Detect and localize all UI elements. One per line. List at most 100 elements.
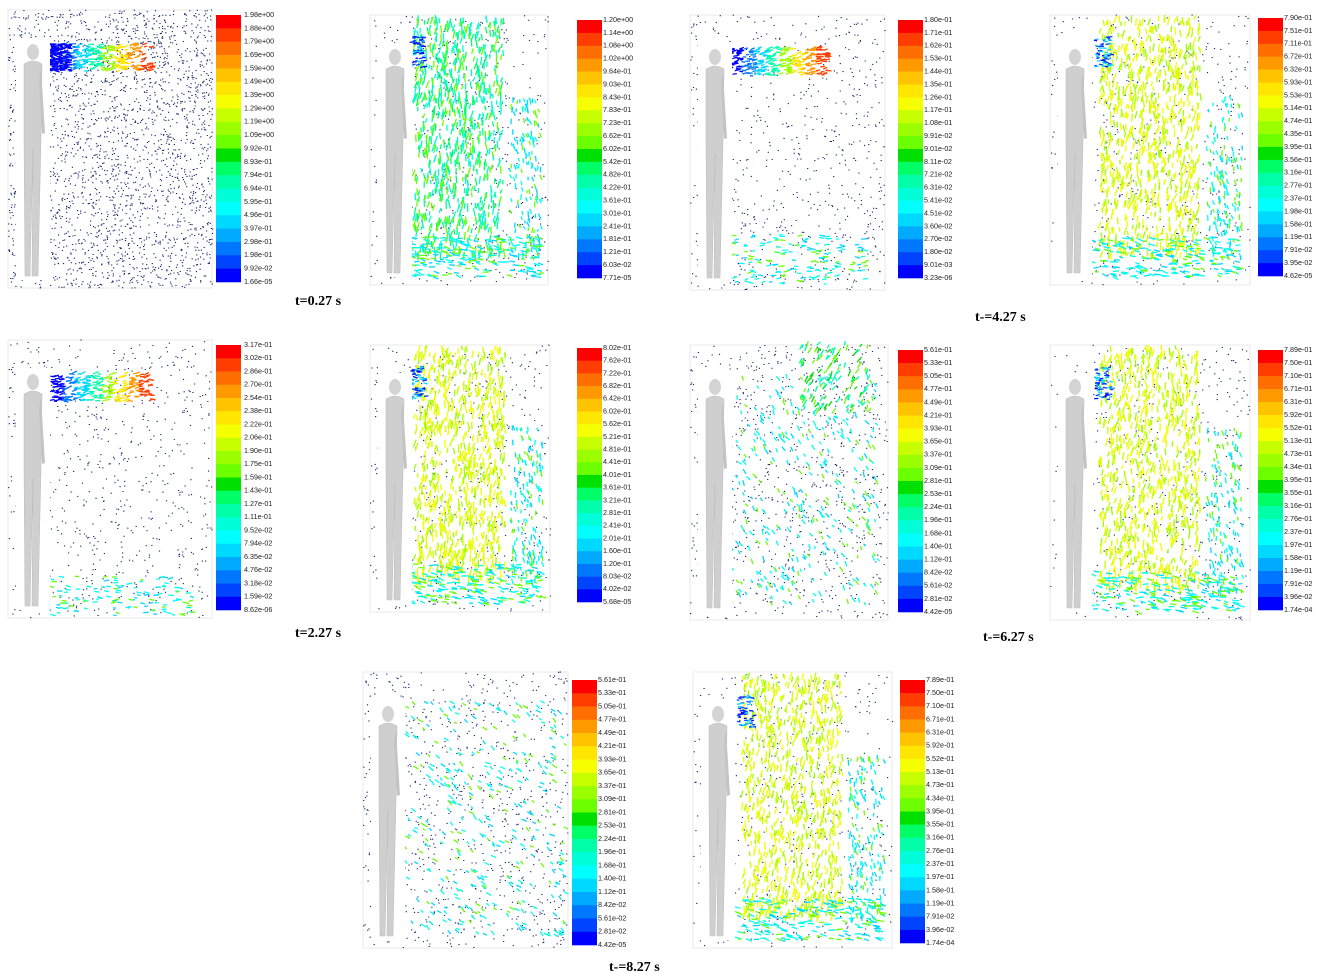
human-arm: [721, 73, 727, 139]
colorbar-label: 5.93e-01: [1284, 77, 1312, 86]
colorbar-label: 1.09e+00: [244, 130, 274, 139]
colorbar-label: 3.97e-01: [244, 224, 272, 233]
colorbar-segment: [577, 513, 602, 527]
colorbar-label: 1.12e-01: [598, 887, 626, 896]
colorbar-label: 9.91e-02: [924, 131, 952, 140]
colorbar-label: 1.02e+00: [603, 54, 633, 63]
colorbar-label: 1.14e+00: [603, 28, 633, 37]
flow-vectors: [730, 375, 879, 606]
colorbar-label: 1.35e-01: [924, 79, 952, 88]
flow-vectors: [798, 340, 871, 414]
colorbar-segment: [898, 559, 923, 573]
human-body: [385, 395, 405, 601]
flow-vectors: [790, 48, 808, 76]
human-head: [27, 44, 39, 60]
flow-vectors: [508, 97, 542, 259]
colorbar-label: 4.82e-01: [603, 170, 631, 179]
flow-vectors: [112, 371, 131, 403]
colorbar-label: 3.09e-01: [924, 463, 952, 472]
colorbar-label: 6.94e-01: [244, 183, 272, 192]
human-head: [389, 379, 401, 395]
colorbar-segment: [216, 437, 241, 452]
flow-vectors: [48, 42, 73, 73]
flow-vectors: [1097, 571, 1245, 615]
colorbar-label: 1.20e-01: [603, 559, 631, 568]
colorbar-label: 6.62e-01: [603, 131, 631, 140]
colorbar-segment: [577, 462, 602, 476]
colorbar-label: 1.88e+00: [244, 23, 274, 32]
flow-vectors: [732, 236, 866, 285]
colorbar-label: 3.61e-01: [603, 196, 631, 205]
colorbar-label: 7.50e-01: [926, 688, 954, 697]
colorbar-label: 6.32e-01: [1284, 65, 1312, 74]
colorbar-segment: [898, 454, 923, 469]
flow-panel: 7.90e-01 7.51e-01 7.11e-01 6.72e-01 6.32e-01…: [1049, 13, 1312, 286]
flow-vectors: [409, 563, 547, 606]
colorbar-label: 3.37e-01: [598, 781, 626, 790]
flow-vectors: [125, 371, 144, 402]
colorbar-label: 2.81e-01: [598, 807, 626, 816]
colorbar-segment: [577, 360, 602, 374]
colorbar-label: 1.27e-01: [244, 499, 272, 508]
flow-vectors: [739, 233, 869, 285]
colorbar-label: 3.09e-01: [598, 794, 626, 803]
colorbar-segment: [577, 348, 602, 361]
colorbar-segment: [898, 546, 923, 560]
colorbar-label: 2.22e-01: [244, 419, 272, 428]
colorbar-label: 3.96e-02: [1284, 592, 1312, 601]
colorbar-label: 1.97e-01: [926, 872, 954, 881]
human-arm: [394, 730, 400, 796]
flow-vectors: [1091, 235, 1242, 279]
colorbar-segment: [1258, 237, 1283, 251]
colorbar-segment: [898, 84, 923, 98]
colorbar-label: 8.62e-06: [244, 605, 272, 614]
colorbar-label: 6.03e-02: [603, 260, 631, 269]
colorbar-segment: [900, 837, 925, 852]
colorbar-label: 5.52e-01: [1284, 423, 1312, 432]
colorbar-segment: [1258, 545, 1283, 559]
colorbar-label: 5.92e-01: [926, 741, 954, 750]
colorbar-segment: [1258, 493, 1283, 507]
colorbar-label: 7.10e-01: [1284, 371, 1312, 380]
flow-vectors: [765, 45, 783, 76]
colorbar-label: 1.19e-01: [1284, 566, 1312, 575]
colorbar-label: 7.89e-01: [1284, 345, 1312, 354]
colorbar-label: 1.98e-01: [1284, 206, 1312, 215]
colorbar-segment: [1258, 185, 1283, 199]
colorbar-segment: [1258, 30, 1283, 45]
colorbar-segment: [572, 865, 597, 880]
colorbar-segment: [216, 477, 241, 492]
colorbar-segment: [577, 386, 602, 400]
colorbar-label: 7.51e-01: [1284, 26, 1312, 35]
colorbar-segment: [216, 28, 241, 42]
colorbar-label: 1.58e-01: [926, 885, 954, 894]
colorbar-label: 7.83e-01: [603, 105, 631, 114]
flow-vectors: [509, 425, 544, 586]
colorbar-label: 2.54e-01: [244, 393, 272, 402]
colorbar-segment: [216, 95, 241, 109]
flow-vectors: [1090, 571, 1237, 613]
human-body: [23, 60, 43, 277]
colorbar-label: 1.80e-01: [924, 15, 952, 24]
colorbar-label: 3.93e-01: [924, 424, 952, 433]
flow-vectors: [1094, 366, 1114, 399]
flow-vectors: [412, 345, 506, 587]
flow-vectors: [847, 754, 886, 923]
human-body: [705, 395, 725, 609]
colorbar-segment: [577, 373, 602, 387]
flow-vectors: [1205, 429, 1245, 590]
colorbar-label: 4.21e-01: [924, 410, 952, 419]
colorbar-label: 3.16e-01: [926, 833, 954, 842]
colorbar-label: 9.01e-03: [924, 260, 952, 269]
colorbar-segment: [1258, 82, 1283, 96]
colorbar-segment: [216, 398, 241, 412]
flow-panel: 7.89e-01 7.50e-01 7.10e-01 6.71e-01 6.31e-01…: [692, 671, 954, 949]
colorbar-segment: [898, 32, 923, 47]
colorbar-segment: [572, 786, 597, 800]
colorbar-label: 3.16e-01: [1284, 168, 1312, 177]
colorbar-label: 1.98e+00: [244, 10, 274, 19]
colorbar-segment: [900, 719, 925, 733]
colorbar-segment: [572, 693, 597, 707]
colorbar-label: 5.33e-01: [924, 358, 952, 367]
